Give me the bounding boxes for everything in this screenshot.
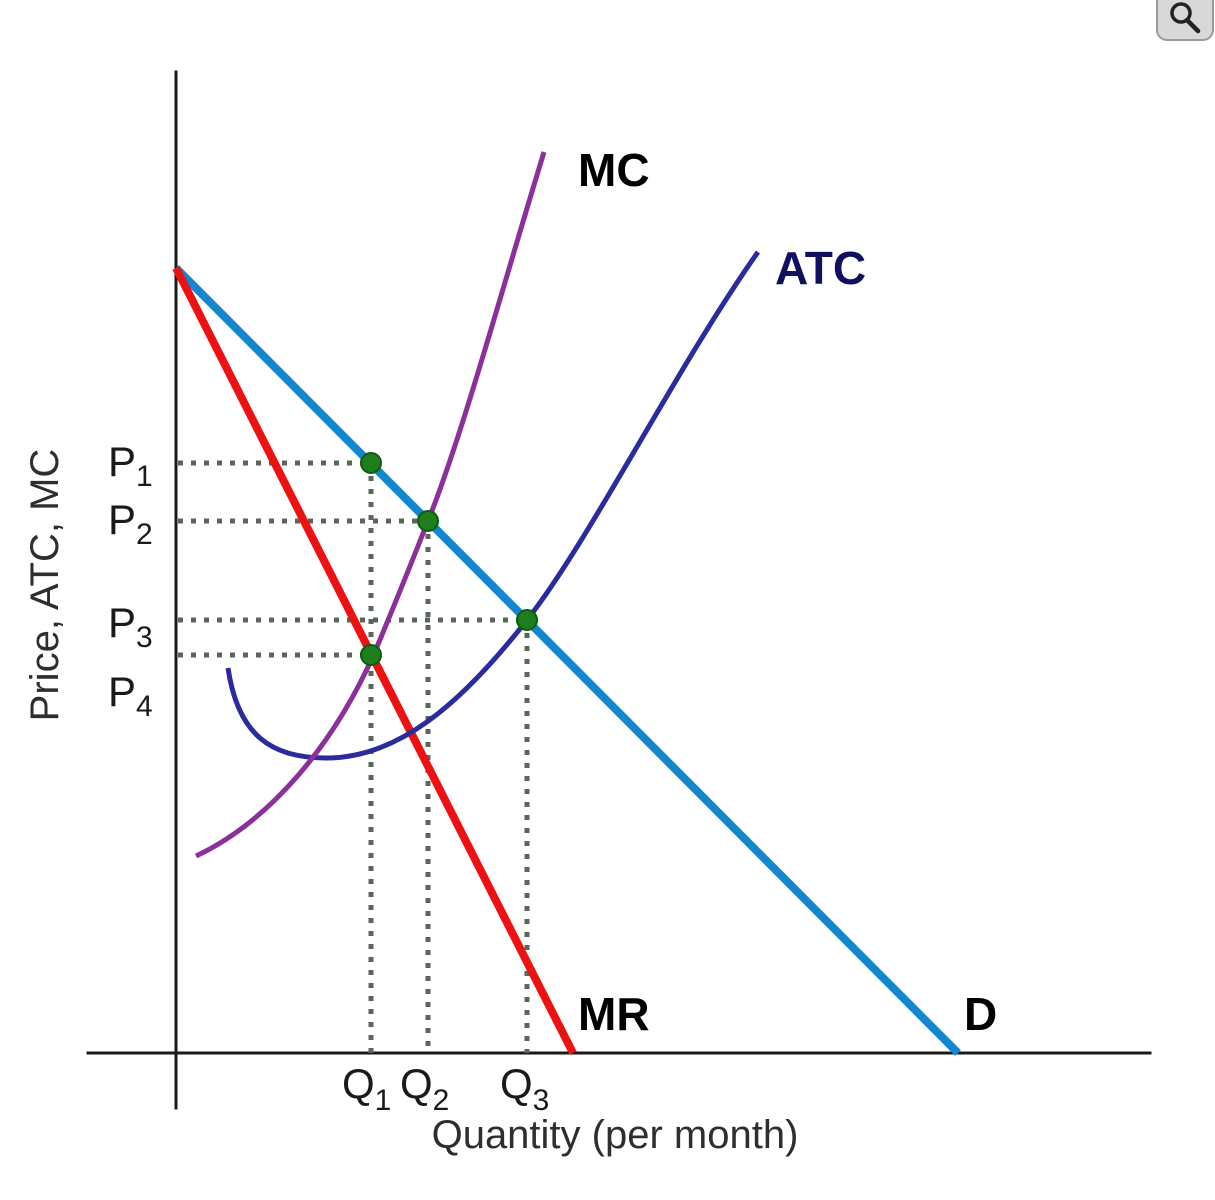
price-label-p1: P1: [108, 438, 153, 493]
mr-curve-label: MR: [578, 988, 650, 1040]
mc-curve: [194, 151, 547, 859]
price-label-p2: P2: [108, 496, 153, 551]
price-label-p3: P3: [108, 599, 153, 654]
quantity-label-q2: Q2: [400, 1060, 449, 1117]
point-atc-demand-q3: [516, 609, 538, 631]
y-axis-title: Price, ATC, MC: [23, 449, 67, 722]
mc-curve-label: MC: [578, 144, 650, 196]
axes: [86, 70, 1152, 1110]
quantity-labels: Q1 Q2 Q3: [342, 1060, 549, 1117]
curve-labels: MC ATC MR D: [578, 144, 997, 1040]
atc-curve-label: ATC: [775, 242, 866, 294]
x-axis-title: Quantity (per month): [432, 1113, 799, 1157]
intersection-points: [360, 452, 538, 666]
quantity-label-q3: Q3: [500, 1060, 549, 1117]
demand-curve: [173, 265, 961, 1056]
point-mr-mc-q1: [360, 644, 382, 666]
demand-curve-label: D: [964, 988, 997, 1040]
price-label-p4: P4: [108, 668, 153, 723]
price-labels: P1 P2 P3 P4: [108, 438, 153, 723]
magnifier-icon[interactable]: [1156, 0, 1214, 41]
point-demand-q1: [360, 452, 382, 474]
atc-curve: [225, 250, 761, 761]
quantity-label-q1: Q1: [342, 1060, 391, 1117]
point-mc-demand-q2: [417, 510, 439, 532]
guide-lines: [178, 460, 530, 1053]
